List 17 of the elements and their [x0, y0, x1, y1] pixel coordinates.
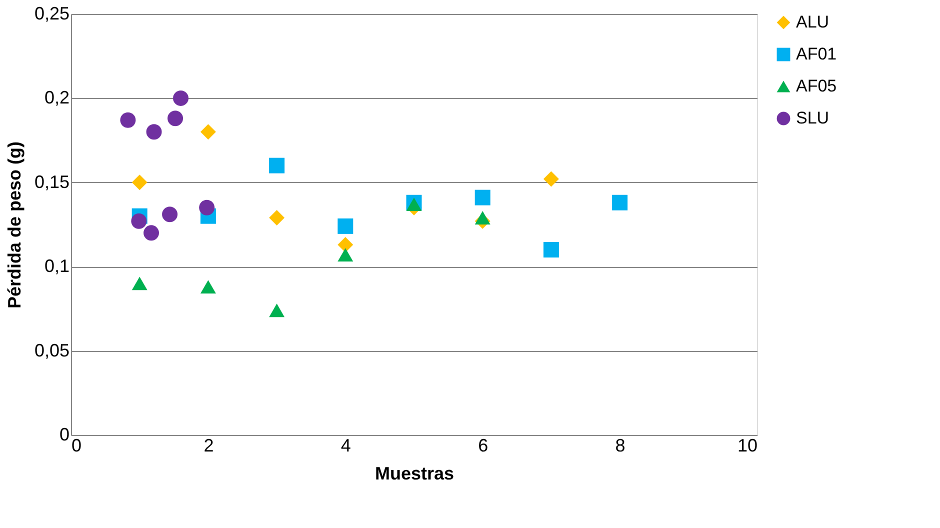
y-tick-label: 0,15 [34, 172, 70, 192]
x-tick-label: 6 [478, 436, 488, 456]
x-tick-label: 0 [72, 436, 82, 456]
x-tick-label: 4 [340, 436, 351, 456]
legend-label: SLU [796, 108, 830, 128]
x-axis-title: Muestras [374, 464, 454, 484]
legend-label: ALU [796, 12, 830, 32]
legend-label: AF05 [796, 76, 837, 96]
y-tick-label: 0,2 [44, 88, 70, 108]
y-tick-label: 0,05 [34, 340, 70, 360]
x-tick-label: 2 [204, 436, 214, 456]
y-tick-label: 0,1 [44, 256, 70, 276]
y-tick-label: 0,25 [34, 4, 70, 24]
x-tick-label: 10 [737, 436, 758, 456]
y-axis-title: Pérdida de peso (g) [4, 141, 24, 309]
x-tick-label: 8 [615, 436, 626, 456]
legend-label: AF01 [796, 44, 837, 64]
